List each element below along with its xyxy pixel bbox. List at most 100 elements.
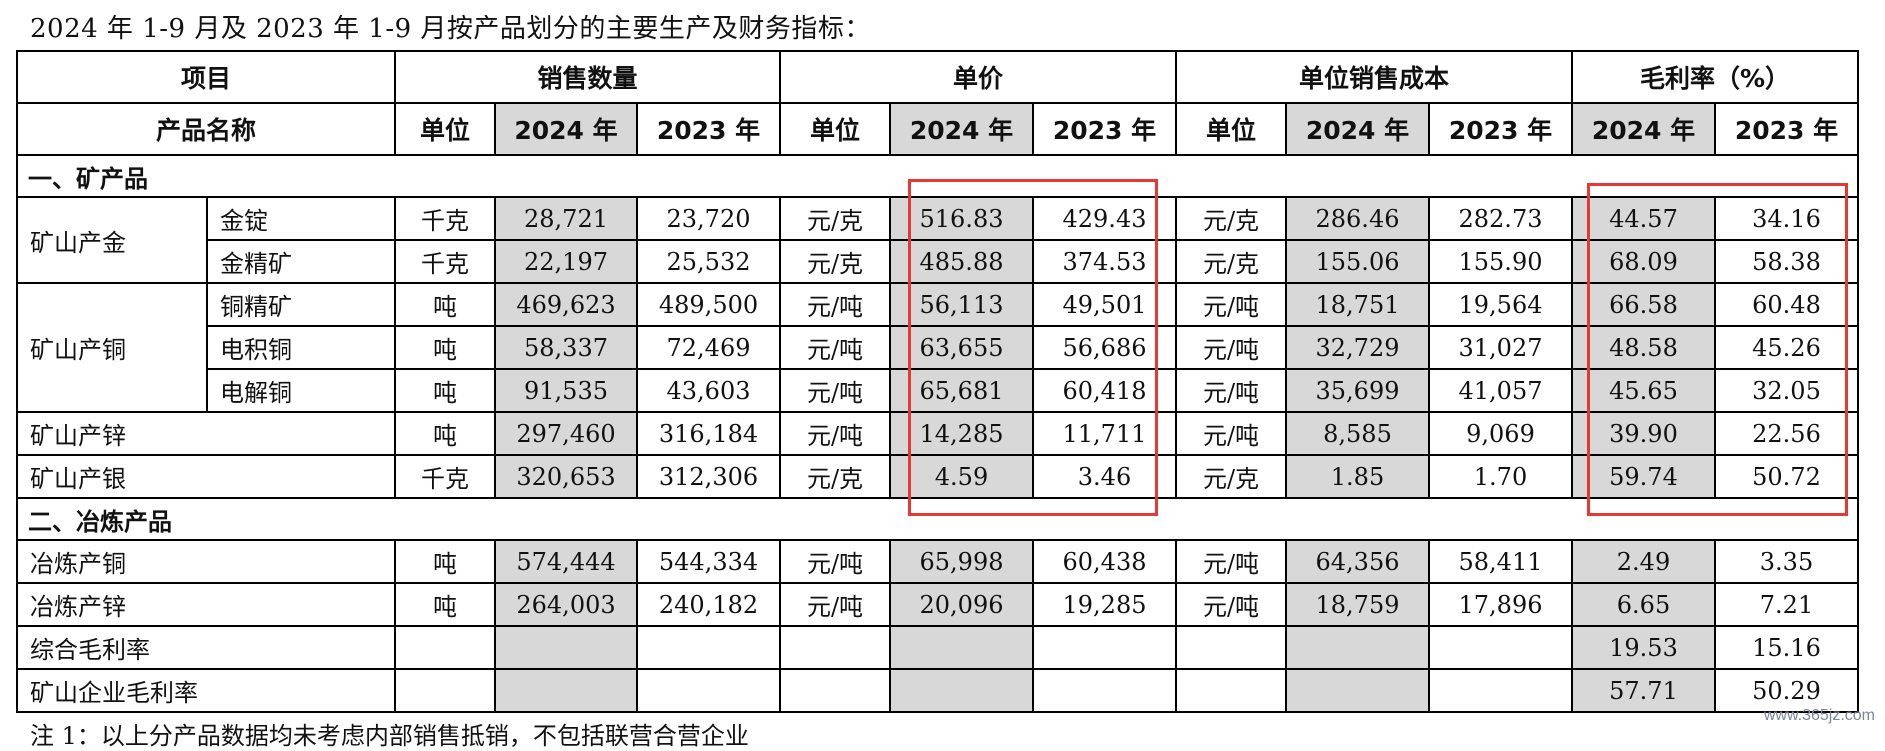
margin-2024-cell: 59.74: [1571, 454, 1716, 499]
empty-cell: [1175, 668, 1287, 713]
price-unit-cell: 元/吨: [779, 282, 891, 327]
margin-2023-cell: 45.26: [1714, 325, 1859, 370]
cost-unit-cell: 元/吨: [1175, 282, 1287, 327]
price-2023-cell: 60,418: [1032, 368, 1177, 413]
empty-cell: [1285, 625, 1430, 670]
qty-2023-cell: 544,334: [636, 539, 781, 584]
qty-unit-cell: 吨: [394, 582, 496, 627]
price-2024-cell: 63,655: [889, 325, 1034, 370]
header-row-1: 项目 销售数量 单价 单位销售成本 毛利率（%）: [16, 50, 1859, 104]
cost-unit-cell: 元/吨: [1175, 582, 1287, 627]
margin-2024-cell: 66.58: [1571, 282, 1716, 327]
qty-2024-cell: 22,197: [494, 239, 638, 284]
margin-2024-cell: 6.65: [1571, 582, 1716, 627]
margin-2024-cell: 39.90: [1571, 411, 1716, 456]
empty-cell: [1175, 625, 1287, 670]
price-2024-cell: 14,285: [889, 411, 1034, 456]
header-cost-unit: 单位: [1175, 102, 1287, 156]
cost-2023-cell: 58,411: [1428, 539, 1573, 584]
product-name-cell: 冶炼产铜: [16, 539, 396, 584]
margin-2024-cell: 57.71: [1571, 668, 1716, 713]
cost-2024-cell: 32,729: [1285, 325, 1430, 370]
group-label: 矿山产铜: [16, 282, 208, 413]
margin-2024-cell: 45.65: [1571, 368, 1716, 413]
watermark: www.365jz.com: [1763, 707, 1875, 724]
empty-cell: [494, 625, 638, 670]
table-row: 金精矿 千克 22,197 25,532 元/克 485.88 374.53 元/克 155.0…: [17, 239, 1859, 284]
qty-2024-cell: 469,623: [494, 282, 638, 327]
cost-unit-cell: 元/克: [1175, 239, 1287, 284]
margin-2023-cell: 50.29: [1714, 668, 1859, 713]
cost-2024-cell: 8,585: [1285, 411, 1430, 456]
price-2023-cell: 374.53: [1032, 239, 1177, 284]
table-row: 矿山产金 金锭 千克 28,721 23,720 元/克 516.83 429.43 元/克 28…: [16, 196, 1859, 284]
qty-2023-cell: 23,720: [636, 196, 781, 241]
product-name-cell: 电积铜: [206, 325, 396, 370]
section-heading: 一、矿产品: [16, 154, 1859, 198]
qty-unit-cell: 吨: [394, 282, 496, 327]
header-product-name: 产品名称: [16, 102, 396, 156]
header-qty-2023: 2023 年: [636, 102, 781, 156]
empty-cell: [779, 668, 891, 713]
price-unit-cell: 元/克: [779, 239, 891, 284]
cost-2023-cell: 282.73: [1428, 196, 1573, 241]
cost-2024-cell: 18,759: [1285, 582, 1430, 627]
cost-unit-cell: 元/克: [1175, 454, 1287, 499]
section-heading: 二、冶炼产品: [16, 497, 1859, 541]
qty-unit-cell: 吨: [394, 411, 496, 456]
qty-unit-cell: 吨: [394, 368, 496, 413]
margin-2023-cell: 3.35: [1714, 539, 1859, 584]
header-price-unit: 单位: [779, 102, 891, 156]
product-name-cell: 金精矿: [206, 239, 396, 284]
empty-cell: [889, 625, 1034, 670]
financial-indicators-table: 项目 销售数量 单价 单位销售成本 毛利率（%） 产品名称 单位 2024 年 …: [16, 50, 1859, 713]
qty-2023-cell: 25,532: [636, 239, 781, 284]
table-row: 矿山产铜 铜精矿吨 469,623 489,500 元/吨 56,113 49,501 元/吨…: [16, 282, 1859, 413]
margin-2023-cell: 32.05: [1714, 368, 1859, 413]
price-2023-cell: 19,285: [1032, 582, 1177, 627]
header-qty-2024: 2024 年: [494, 102, 638, 156]
header-cost-2024: 2024 年: [1285, 102, 1430, 156]
header-margin-2023: 2023 年: [1714, 102, 1859, 156]
empty-cell: [1285, 668, 1430, 713]
cost-2024-cell: 18,751: [1285, 282, 1430, 327]
group-label: 矿山产金: [16, 196, 208, 284]
table-row: 冶炼产铜吨 574,444 544,334 元/吨 65,998 60,438 元/吨 64,…: [16, 539, 1859, 584]
header-unit-price: 单价: [779, 50, 1177, 104]
empty-cell: [1032, 668, 1177, 713]
qty-2024-cell: 574,444: [494, 539, 638, 584]
price-2024-cell: 516.83: [889, 196, 1034, 241]
empty-cell: [494, 668, 638, 713]
product-name-cell: 金锭: [206, 196, 396, 241]
table-row: 矿山企业毛利率 57.71 50.29: [16, 668, 1859, 713]
header-sales-quantity: 销售数量: [394, 50, 781, 104]
header-gross-margin: 毛利率（%）: [1571, 50, 1859, 104]
margin-2024-cell: 68.09: [1571, 239, 1716, 284]
product-name-cell: 矿山产银: [16, 454, 396, 499]
margin-2023-cell: 34.16: [1714, 196, 1859, 241]
product-name-cell: 矿山产锌: [16, 411, 396, 456]
qty-unit-cell: 千克: [394, 196, 496, 241]
table-row: 矿山产锌吨 297,460 316,184 元/吨 14,285 11,711 元/吨 8,5…: [16, 411, 1859, 456]
price-2024-cell: 4.59: [889, 454, 1034, 499]
table-row: 冶炼产锌吨 264,003 240,182 元/吨 20,096 19,285 元/吨 18,…: [16, 582, 1859, 627]
table-row: 综合毛利率 19.53 15.16: [16, 625, 1859, 670]
cost-2023-cell: 31,027: [1428, 325, 1573, 370]
empty-cell: [889, 668, 1034, 713]
qty-2023-cell: 43,603: [636, 368, 781, 413]
product-name-cell: 铜精矿: [206, 282, 396, 327]
empty-cell: [636, 668, 781, 713]
empty-cell: [394, 625, 496, 670]
cost-unit-cell: 元/吨: [1175, 368, 1287, 413]
table-row: 电解铜吨 91,535 43,603 元/吨 65,681 60,418 元/吨 35,699…: [17, 368, 1859, 413]
qty-2023-cell: 316,184: [636, 411, 781, 456]
price-unit-cell: 元/吨: [779, 325, 891, 370]
empty-cell: [394, 668, 496, 713]
header-unit-cost: 单位销售成本: [1175, 50, 1573, 104]
header-price-2024: 2024 年: [889, 102, 1034, 156]
cost-unit-cell: 元/克: [1175, 196, 1287, 241]
product-name-cell: 综合毛利率: [16, 625, 396, 670]
cost-2024-cell: 35,699: [1285, 368, 1430, 413]
header-qty-unit: 单位: [394, 102, 496, 156]
margin-2023-cell: 22.56: [1714, 411, 1859, 456]
